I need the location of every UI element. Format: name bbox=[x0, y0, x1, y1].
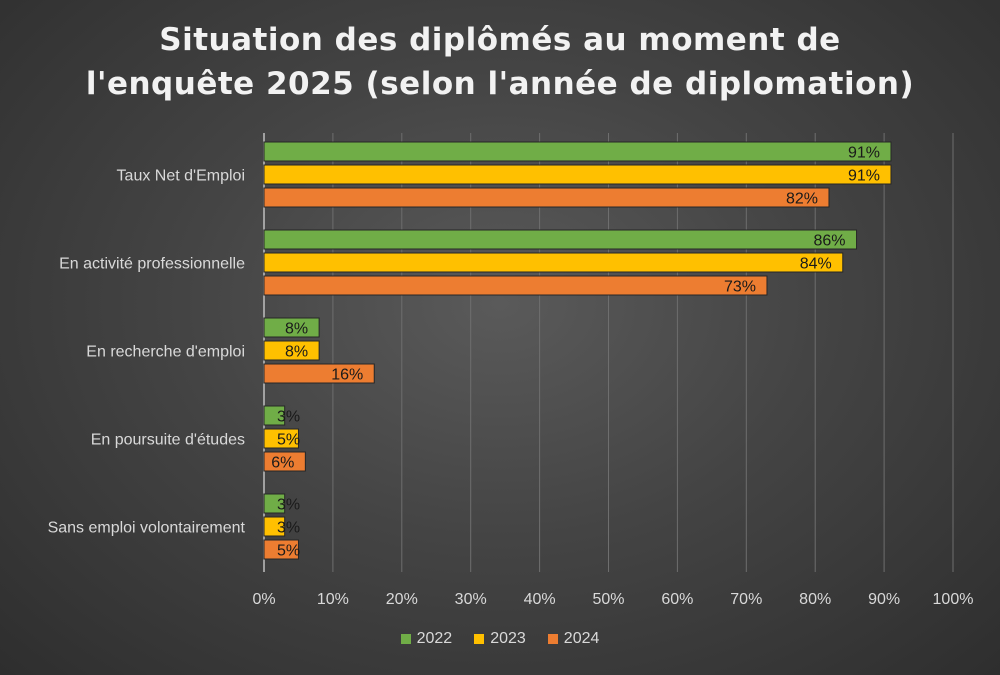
data-label-2024-2: 16% bbox=[331, 367, 363, 384]
data-label-2022-1: 86% bbox=[814, 233, 846, 250]
bar-2024-2 bbox=[263, 363, 375, 384]
bar-2024-4 bbox=[263, 539, 299, 560]
data-label-2022-3: 3% bbox=[277, 409, 300, 426]
bar-2023-0 bbox=[263, 164, 892, 185]
x-tick-label-50: 50% bbox=[592, 591, 624, 608]
x-tick-label-80: 80% bbox=[799, 591, 831, 608]
bar-2022-2 bbox=[263, 317, 320, 338]
category-label-4: Sans emploi volontairement bbox=[48, 520, 246, 537]
bar-2023-4 bbox=[263, 516, 286, 537]
bar-2024-0 bbox=[263, 187, 830, 208]
legend-item-2023: 2023 bbox=[474, 630, 526, 648]
legend-item-2024: 2024 bbox=[547, 630, 600, 648]
data-label-2022-4: 3% bbox=[277, 497, 300, 514]
bar-2024-1 bbox=[263, 275, 768, 296]
bar-2023-1 bbox=[263, 252, 844, 273]
bar-2022-3 bbox=[263, 405, 286, 426]
legend-swatch-2022 bbox=[400, 634, 411, 644]
category-label-1: En activité professionnelle bbox=[59, 256, 245, 273]
data-label-2024-3: 6% bbox=[271, 455, 294, 472]
legend-item-2022: 2022 bbox=[400, 630, 453, 648]
legend-swatch-2023 bbox=[474, 634, 485, 644]
x-tick-label-10: 10% bbox=[317, 591, 349, 608]
chart-title-line-1: Situation des diplômés au moment de bbox=[159, 22, 841, 58]
data-label-2024-1: 73% bbox=[724, 279, 756, 296]
x-tick-label-100: 100% bbox=[933, 591, 974, 608]
legend-label-2022: 2022 bbox=[416, 630, 453, 647]
bar-2024-3 bbox=[263, 451, 306, 472]
x-tick-label-70: 70% bbox=[730, 591, 762, 608]
x-tick-label-0: 0% bbox=[252, 591, 275, 608]
x-tick-label-60: 60% bbox=[661, 591, 693, 608]
x-tick-label-20: 20% bbox=[386, 591, 418, 608]
bar-2022-0 bbox=[263, 141, 892, 162]
legend-label-2024: 2024 bbox=[563, 630, 600, 647]
legend-swatch-2024 bbox=[547, 634, 558, 644]
data-label-2023-0: 91% bbox=[848, 168, 880, 185]
bar-2022-1 bbox=[263, 229, 858, 250]
legend-label-2023: 2023 bbox=[490, 630, 526, 647]
category-label-0: Taux Net d'Emploi bbox=[117, 168, 245, 185]
bar-2023-2 bbox=[263, 340, 320, 361]
data-label-2023-4: 3% bbox=[277, 520, 300, 537]
data-label-2022-2: 8% bbox=[285, 321, 308, 338]
data-label-2024-0: 82% bbox=[786, 191, 818, 208]
data-label-2024-4: 5% bbox=[277, 543, 300, 560]
category-label-2: En recherche d'emploi bbox=[86, 344, 245, 361]
chart-title-line-2: l'enquête 2025 (selon l'année de diploma… bbox=[85, 66, 915, 102]
x-tick-label-30: 30% bbox=[455, 591, 487, 608]
data-label-2022-0: 91% bbox=[848, 145, 880, 162]
x-tick-label-40: 40% bbox=[524, 591, 556, 608]
bar-2023-3 bbox=[263, 428, 299, 449]
category-label-3: En poursuite d'études bbox=[91, 432, 245, 449]
data-label-2023-2: 8% bbox=[285, 344, 308, 361]
bar-2022-4 bbox=[263, 493, 286, 514]
chart-legend: 2022 2023 2024 bbox=[0, 630, 1000, 648]
data-label-2023-3: 5% bbox=[277, 432, 300, 449]
chart-title: Situation des diplômés au moment de l'en… bbox=[0, 18, 1000, 106]
x-tick-label-90: 90% bbox=[868, 591, 900, 608]
data-label-2023-1: 84% bbox=[800, 256, 832, 273]
